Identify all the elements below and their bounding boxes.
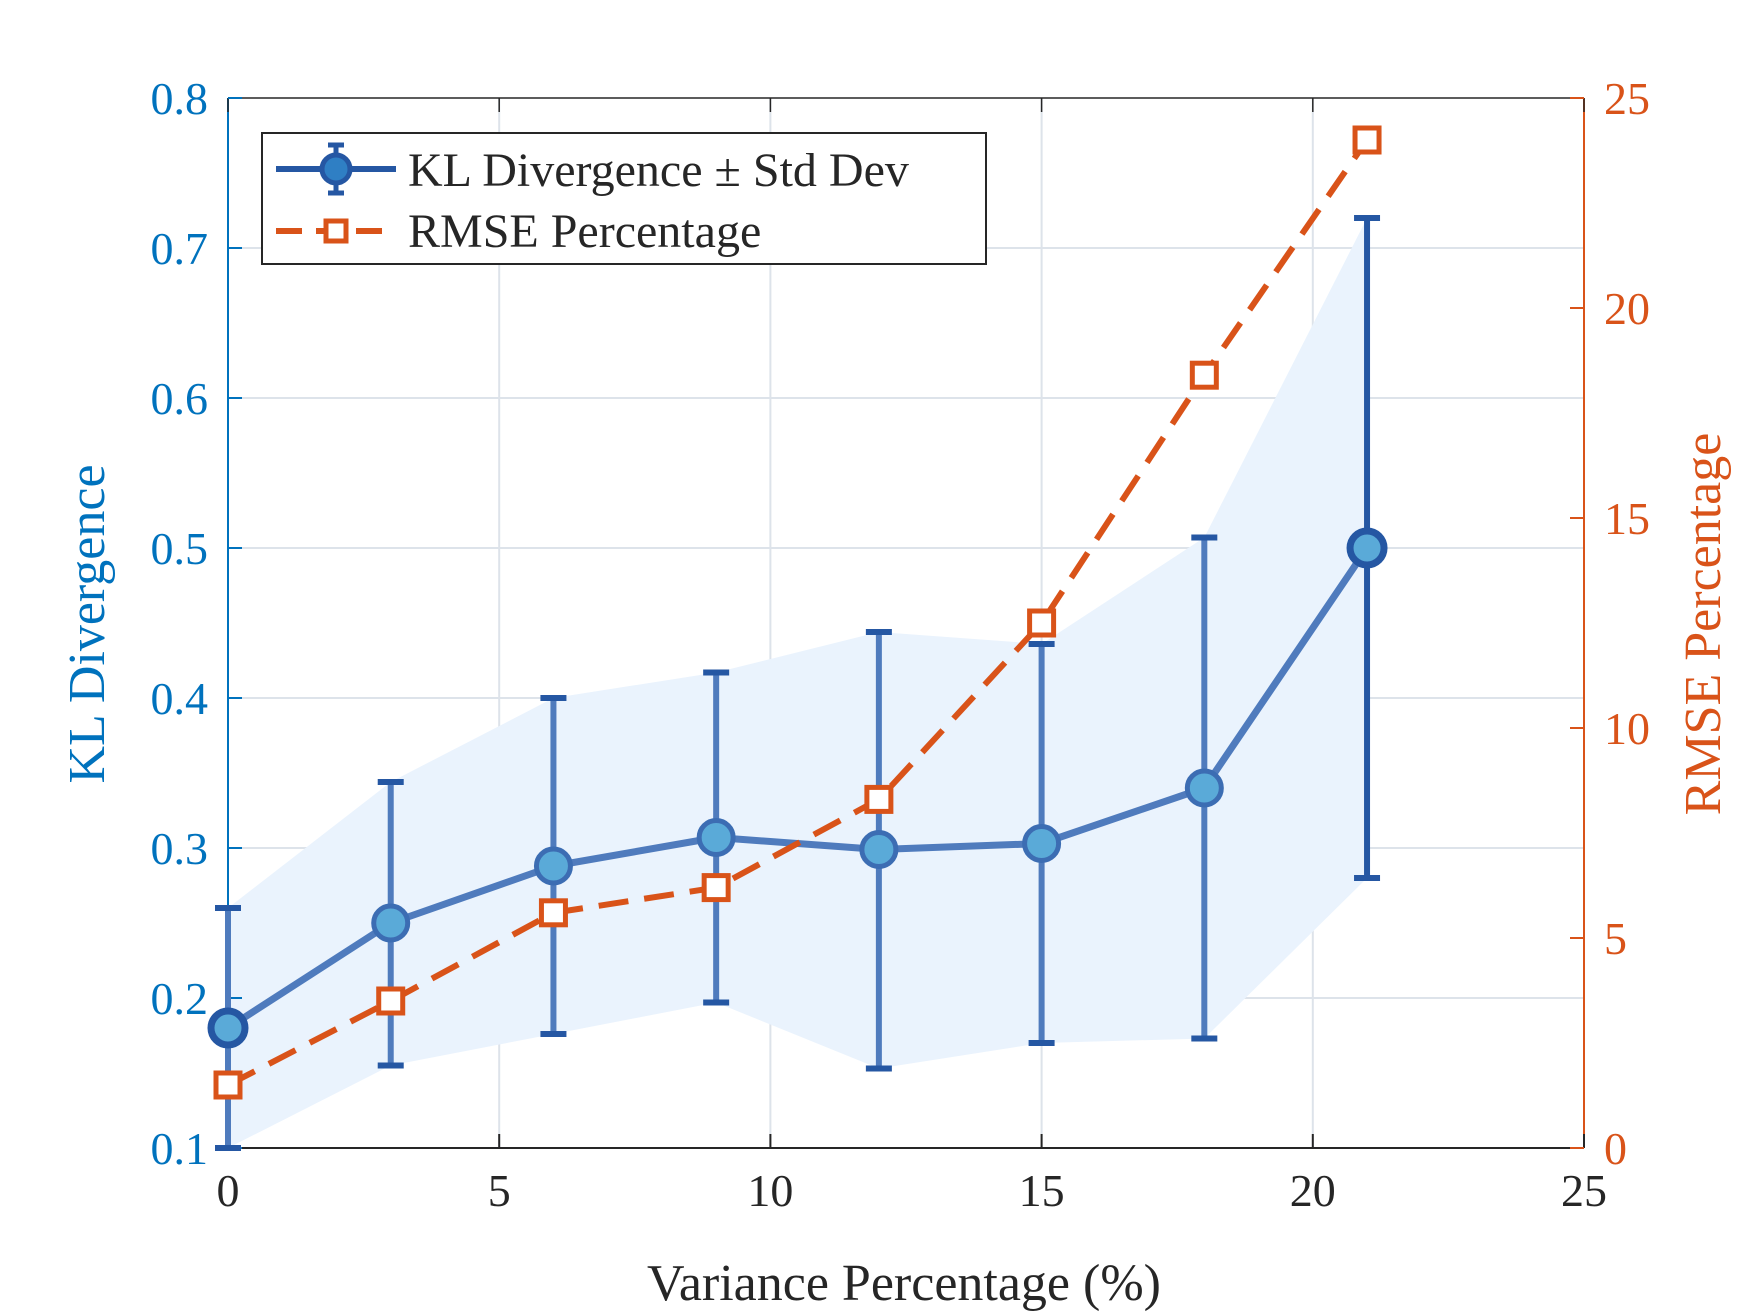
rmse-point-2 [538,898,568,928]
y-tick-label-left-4: 0.5 [151,523,209,574]
legend-rmse-label: RMSE Percentage [408,205,761,258]
legend-box [261,132,987,265]
y-tick-label-right-5: 25 [1604,73,1650,124]
y-tick-label-right-0: 0 [1604,1123,1627,1174]
x-tick-label-3: 15 [1019,1165,1065,1216]
kl-point-4 [859,830,899,869]
kl-point-0 [207,1007,249,1049]
y-tick-label-left-3: 0.4 [151,673,209,724]
x-tick-label-1: 5 [488,1165,511,1216]
y-axis-label-right: RMSE Percentage [1675,433,1732,816]
y-ticks-right: 0 5 10 15 20 25 [1570,73,1650,1174]
y-tick-label-right-3: 15 [1604,493,1650,544]
x-tick-label-0: 0 [217,1165,240,1216]
rmse-line [226,138,1370,1088]
kl-point-3 [696,818,736,857]
y-tick-label-right-2: 10 [1604,703,1650,754]
legend-kl-symbol [276,142,396,196]
std-dev-band [228,218,1368,1148]
kl-point-2 [533,846,573,886]
legend: KL Divergence ± Std Dev RMSE Percentage [261,132,987,265]
x-ticks: 0 5 10 15 20 25 [217,98,1607,1216]
rmse-point-5 [1027,608,1057,638]
std-dev-band-area [228,218,1368,1148]
y-tick-label-left-0: 0.1 [151,1123,209,1174]
kl-point-1 [371,903,411,943]
y-tick-label-left-6: 0.7 [151,223,209,274]
kl-point-5 [1022,824,1062,863]
y-tick-label-left-2: 0.3 [151,823,209,874]
rmse-point-0 [213,1070,243,1100]
rmse-point-3 [701,873,731,903]
rmse-series [213,125,1382,1100]
kl-point-6 [1184,768,1224,808]
x-axis-label: Variance Percentage (%) [647,1255,1161,1312]
rmse-point-4 [864,784,894,814]
rmse-point-7 [1352,125,1382,155]
legend-rmse-symbol [276,218,396,244]
kl-point-7 [1346,527,1388,569]
x-tick-label-4: 20 [1290,1165,1336,1216]
y-tick-label-left-5: 0.6 [151,373,209,424]
rmse-point-6 [1189,360,1219,390]
y-tick-label-right-4: 20 [1604,283,1650,334]
y-axis-label-left: KL Divergence [59,464,116,783]
y-tick-label-left-1: 0.2 [151,973,209,1024]
x-tick-label-2: 10 [747,1165,793,1216]
legend-kl-label: KL Divergence ± Std Dev [408,144,909,197]
y-ticks-left: 0.1 0.2 0.3 0.4 0.5 0.6 0.7 0.8 [151,73,242,1174]
rmse-point-1 [376,986,406,1016]
y-tick-label-right-1: 5 [1604,913,1627,964]
x-tick-label-5: 25 [1561,1165,1607,1216]
y-tick-label-left-7: 0.8 [151,73,209,124]
